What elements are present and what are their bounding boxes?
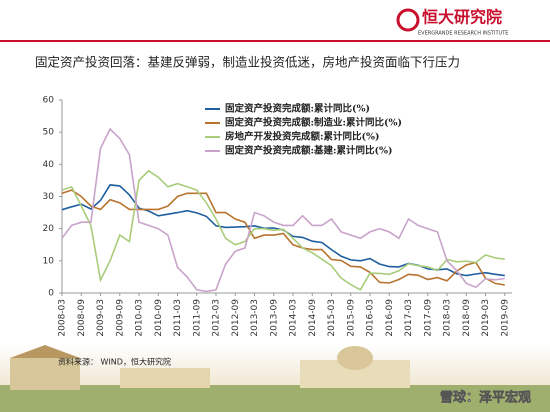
- x-tick-label: 2008-03: [58, 299, 68, 337]
- watermark: 雪球：泽平宏观: [440, 390, 531, 406]
- source-note: 资料来源： WIND，恒大研究院: [58, 357, 171, 367]
- series-line: [61, 127, 505, 293]
- y-tick-label: 10: [43, 256, 55, 266]
- series-line: [61, 189, 505, 286]
- x-tick-label: 2012-03: [212, 299, 222, 337]
- x-tick-label: 2012-09: [231, 299, 241, 337]
- y-tick-label: 0: [48, 289, 54, 299]
- x-tick-label: 2016-09: [385, 299, 395, 337]
- x-tick-label: 2017-09: [423, 299, 433, 337]
- x-tick-label: 2010-09: [154, 299, 164, 337]
- x-tick-label: 2018-03: [443, 299, 453, 337]
- y-tick-label: 20: [43, 224, 55, 234]
- x-tick-label: 2009-03: [96, 299, 106, 337]
- legend-label: 固定资产投资完成额:基建:累计同比(%): [225, 145, 393, 157]
- legend-label: 固定资产投资完成额:累计同比(%): [225, 103, 370, 115]
- plot: 0 10 20 30 40 50 60 2008-03 2008-09 2009-03 2009-0…: [43, 96, 512, 337]
- chart-title: 固定资产投资回落：基建反弹弱，制造业投资低迷，房地产投资面临下行压力: [35, 55, 460, 70]
- y-tick-label: 40: [43, 160, 55, 170]
- logo-subtext: EVERGRANDE RESEARCH INSTITUTE: [418, 31, 508, 37]
- logo-icon: [396, 8, 420, 32]
- series-line: [61, 169, 505, 291]
- y-tick-label: 30: [43, 192, 55, 202]
- x-tick-label: 2017-03: [404, 299, 414, 337]
- footer-image: [0, 345, 550, 412]
- x-tick-label: 2008-09: [77, 299, 87, 337]
- y-tick-label: 60: [43, 96, 55, 106]
- x-tick-label: 2010-03: [135, 299, 145, 337]
- x-tick-label: 2009-09: [115, 299, 125, 337]
- logo-text: 恒大研究院: [422, 8, 502, 27]
- x-tick-label: 2014-03: [289, 299, 299, 337]
- x-tick-label: 2013-09: [269, 299, 279, 337]
- x-tick-label: 2016-03: [366, 299, 376, 337]
- x-tick-label: 2011-09: [192, 299, 202, 337]
- x-tick-label: 2014-09: [308, 299, 318, 337]
- x-tick-label: 2015-03: [327, 299, 337, 337]
- x-tick-label: 2018-09: [462, 299, 472, 337]
- y-tick-label: 50: [43, 128, 55, 138]
- legend-label: 房地产开发投资完成额:累计同比(%): [225, 131, 380, 143]
- x-tick-label: 2013-03: [250, 299, 260, 337]
- header-rule: [0, 40, 550, 42]
- legend-label: 固定资产投资完成额:制造业:累计同比(%): [225, 117, 402, 129]
- x-tick-label: 2015-09: [346, 299, 356, 337]
- x-tick-label: 2019-03: [481, 299, 491, 337]
- x-tick-label: 2011-03: [173, 299, 183, 337]
- x-tick-label: 2019-09: [500, 299, 510, 337]
